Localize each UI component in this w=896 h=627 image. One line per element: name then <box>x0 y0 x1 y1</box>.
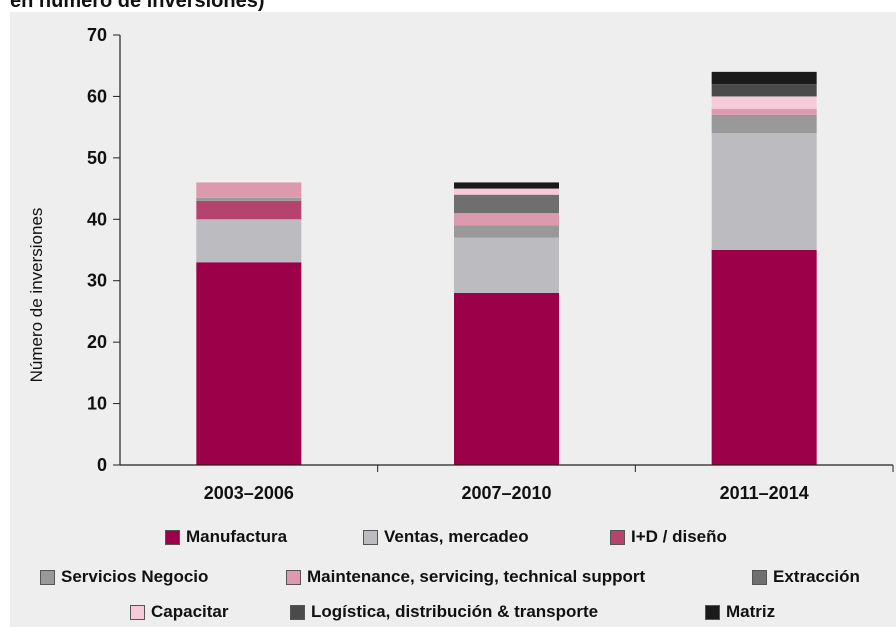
y-tick-label: 40 <box>87 209 107 229</box>
x-category-label: 2007–2010 <box>461 483 551 503</box>
y-tick-label: 10 <box>87 394 107 414</box>
legend-swatch <box>286 569 301 585</box>
legend-swatch <box>705 604 720 620</box>
legend-item-capacitar: Capacitar <box>130 597 228 627</box>
bar-segment <box>454 213 559 226</box>
bar-segment <box>196 219 302 263</box>
bar-segment <box>711 108 817 115</box>
x-categories-layer: 2003–2006 2007–2010 2011–2014 <box>204 483 809 503</box>
y-tick-label: 0 <box>97 455 107 475</box>
legend-row-3: Capacitar Logística, distribución & tran… <box>0 597 896 627</box>
bar-segment <box>196 182 302 198</box>
x-category-label: 2011–2014 <box>720 483 809 503</box>
y-tick-label: 20 <box>87 332 107 352</box>
legend-item-servicios: Servicios Negocio <box>40 562 208 592</box>
legend-item-manufactura: Manufactura <box>165 522 287 552</box>
legend-label: I+D / diseño <box>631 527 727 546</box>
legend-row-2: Servicios Negocio Maintenance, servicing… <box>0 562 896 592</box>
legend-swatch <box>130 604 145 620</box>
legend-row-1: Manufactura Ventas, mercadeo I+D / diseñ… <box>0 522 896 552</box>
y-tick-label: 60 <box>87 86 107 106</box>
legend-item-matriz: Matriz <box>705 597 775 627</box>
bar-segment <box>454 182 559 189</box>
y-tick-label: 50 <box>87 148 107 168</box>
bars-layer <box>196 71 817 465</box>
legend-label: Ventas, mercadeo <box>384 527 529 546</box>
legend-swatch <box>165 529 180 545</box>
legend-label: Extracción <box>773 567 860 586</box>
bar-segment <box>454 225 559 238</box>
bar-segment <box>711 250 817 465</box>
legend-label: Manufactura <box>186 527 288 546</box>
bar-segment <box>711 71 817 85</box>
legend-item-id-diseno: I+D / diseño <box>610 522 727 552</box>
legend-label: Matriz <box>726 602 776 621</box>
axes-layer <box>119 35 894 472</box>
bar-segment <box>711 96 817 109</box>
legend-item-maintenance: Maintenance, servicing, technical suppor… <box>286 562 645 592</box>
bar-segment <box>711 133 817 250</box>
y-tick-label: 30 <box>87 271 107 291</box>
y-tick-label: 70 <box>87 25 107 45</box>
legend-item-logistica: Logística, distribución & transporte <box>290 597 598 627</box>
legend-label: Servicios Negocio <box>61 567 209 586</box>
bar-segment <box>196 200 302 220</box>
bar-segment <box>196 197 302 201</box>
bar-segment <box>454 188 559 195</box>
legend-item-extraccion: Extracción <box>752 562 860 592</box>
y-ticks-layer: 0 10 20 30 40 50 60 70 <box>87 25 120 475</box>
legend-item-ventas: Ventas, mercadeo <box>363 522 529 552</box>
bar-segment <box>454 237 559 293</box>
legend-label: Maintenance, servicing, technical suppor… <box>307 567 646 586</box>
legend-swatch <box>363 529 378 545</box>
y-axis-label: Número de inversiones <box>27 208 46 383</box>
bar-segment <box>711 114 817 134</box>
x-category-label: 2003–2006 <box>204 483 294 503</box>
title-strip: en número de inversiones) <box>0 0 896 12</box>
legend-swatch <box>290 604 305 620</box>
legend-label: Capacitar <box>151 602 229 621</box>
bar-segment <box>454 293 559 465</box>
bar-segment <box>711 84 817 97</box>
bar-segment <box>454 194 559 214</box>
page-title: en número de inversiones) <box>10 0 265 12</box>
legend-swatch <box>610 529 625 545</box>
bar-segment <box>196 262 302 465</box>
legend-swatch <box>752 569 767 585</box>
legend-label: Logística, distribución & transporte <box>311 602 599 621</box>
legend-swatch <box>40 569 55 585</box>
